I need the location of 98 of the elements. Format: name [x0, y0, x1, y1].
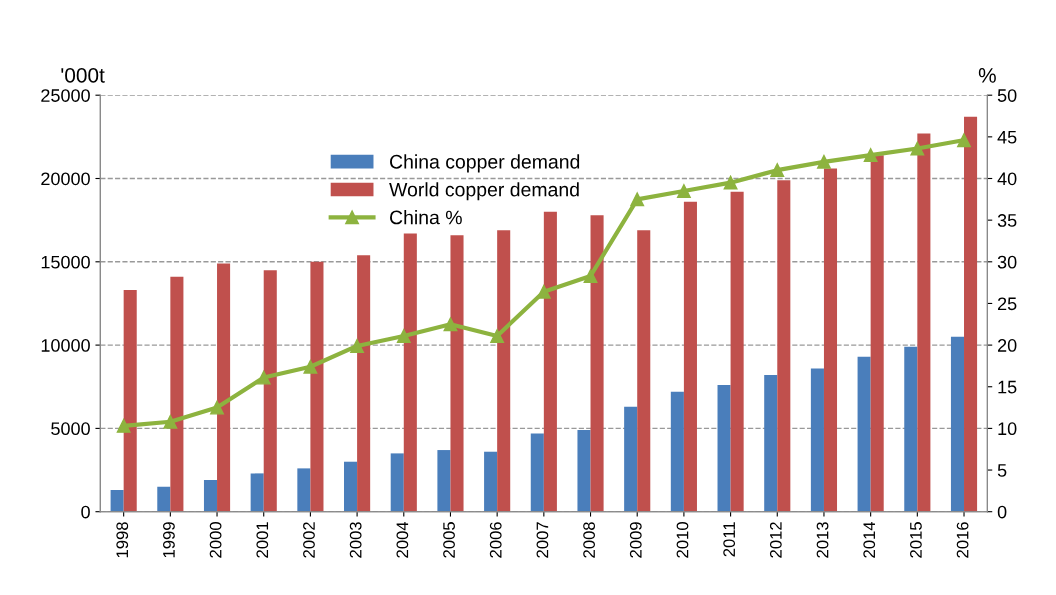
- point: [583, 269, 598, 283]
- x-tick-label: 2004: [396, 521, 409, 558]
- x-tick-label: 2000: [209, 522, 222, 558]
- point: [863, 148, 878, 163]
- point: [303, 359, 318, 374]
- x-tick-label: 2005: [443, 522, 455, 558]
- y2-tick-label: 25: [997, 297, 1017, 311]
- point: [770, 163, 785, 178]
- bar: [437, 450, 451, 512]
- point: [163, 414, 178, 429]
- y2-tick-label: 15: [998, 380, 1017, 394]
- bar: [530, 433, 544, 512]
- bar: [577, 430, 591, 512]
- x-tick-label: 1998: [116, 522, 129, 558]
- bar: [110, 490, 124, 512]
- y2-tick-label: 35: [997, 214, 1017, 227]
- bar: [203, 480, 218, 512]
- bar: [484, 451, 498, 512]
- bar: [810, 368, 824, 512]
- bar: [157, 486, 171, 512]
- point: [723, 175, 738, 190]
- point: [210, 400, 224, 415]
- bar: [590, 215, 604, 512]
- bar: [730, 191, 744, 512]
- x-tick-label: 2011: [723, 522, 736, 557]
- y2-tick-label: 45: [997, 130, 1017, 144]
- point: [396, 328, 411, 343]
- x-tick-label: 2013: [816, 522, 829, 558]
- bar: [123, 290, 137, 512]
- x-tick-label: 2002: [303, 522, 315, 558]
- bar: [777, 180, 791, 512]
- y-tick-label: 15000: [41, 255, 90, 269]
- x-tick-label: 2009: [629, 522, 642, 558]
- bar: [497, 230, 511, 512]
- bar: [683, 201, 697, 512]
- y-axis-title: '000t: [61, 68, 105, 83]
- bar: [450, 235, 464, 512]
- bar: [870, 155, 884, 512]
- point: [676, 184, 691, 198]
- y-tick-label: 25000: [41, 89, 90, 102]
- bar: [764, 375, 778, 512]
- bar: [357, 255, 371, 512]
- x-tick-label: 2001: [256, 522, 269, 558]
- y2-tick-label: 50: [997, 89, 1017, 102]
- y2-tick-label: 0: [997, 505, 1007, 519]
- y-tick-label: 5000: [51, 422, 90, 436]
- x-tick-label: 2010: [676, 522, 689, 558]
- point: [490, 328, 505, 343]
- y-tick-label: 0: [81, 505, 90, 519]
- point: [536, 284, 551, 299]
- bar: [250, 473, 264, 512]
- bar: [624, 406, 638, 512]
- bar: [904, 346, 918, 512]
- y2-tick-label: 20: [997, 339, 1017, 352]
- x-tick-label: 2014: [863, 521, 876, 558]
- bar: [344, 461, 358, 512]
- y2-tick-label: 5: [997, 464, 1007, 477]
- point: [910, 141, 925, 156]
- point: [350, 338, 365, 353]
- point: [256, 370, 271, 385]
- x-tick-label: 1999: [163, 522, 175, 558]
- legend-label: China copper demand: [390, 154, 580, 173]
- x-tick-label: 2012: [769, 522, 782, 558]
- x-tick-label: 2006: [489, 522, 502, 558]
- legend-label: China %: [390, 210, 462, 225]
- bar: [390, 453, 404, 512]
- y2-tick-label: 30: [997, 255, 1017, 269]
- bar: [403, 233, 417, 512]
- point: [116, 418, 131, 433]
- legend-label: World copper demand: [389, 182, 579, 201]
- point: [957, 133, 971, 148]
- bar: [310, 261, 324, 512]
- bar: [823, 168, 838, 512]
- bar: [950, 336, 965, 512]
- x-tick-label: 2007: [536, 522, 549, 558]
- bar: [543, 211, 557, 512]
- bar: [637, 230, 651, 512]
- point: [817, 154, 831, 169]
- bar: [170, 276, 184, 512]
- x-tick-label: 2008: [583, 522, 595, 558]
- y2-tick-label: 40: [997, 172, 1017, 186]
- bar: [917, 133, 931, 512]
- y2-tick-label: 10: [998, 422, 1017, 436]
- point: [443, 317, 458, 332]
- y-tick-label: 20000: [41, 172, 90, 186]
- bar: [263, 270, 277, 512]
- point: [630, 192, 645, 207]
- x-tick-label: 2016: [956, 522, 969, 558]
- x-tick-label: 2015: [910, 522, 922, 558]
- bar: [217, 263, 231, 512]
- y2-axis-title: %: [978, 68, 996, 83]
- bar: [297, 468, 311, 512]
- y-tick-label: 10000: [41, 339, 90, 352]
- bar: [964, 116, 978, 512]
- x-tick-label: 2003: [349, 522, 362, 558]
- bar: [670, 391, 684, 512]
- bar: [717, 385, 731, 512]
- bar: [857, 356, 871, 512]
